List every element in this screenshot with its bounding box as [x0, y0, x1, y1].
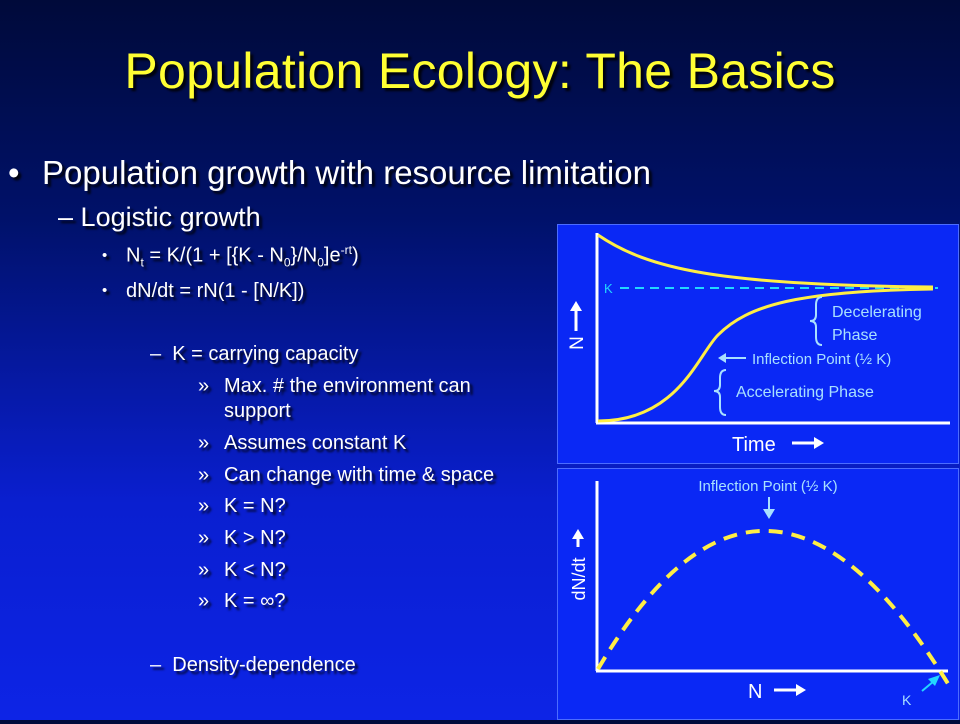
inflection-label: Inflection Point (½ K) [698, 478, 837, 495]
slide-title: Population Ecology: The Basics [124, 43, 836, 99]
bullet-dash: – [58, 202, 74, 232]
bullet-dot: • [102, 246, 108, 264]
x-axis-label: Time [732, 434, 776, 456]
sub-item-continuation: support [224, 400, 291, 423]
raquo-marker: » [198, 432, 210, 454]
sub-item-text: K < N? [224, 559, 286, 581]
bullet-level2: – Logistic growth [58, 202, 261, 233]
decelerating-label: Decelerating [832, 304, 922, 321]
sub-item-text: K = ∞? [224, 590, 286, 612]
rate-curve [596, 529, 952, 689]
eq-end: ) [351, 244, 359, 267]
raquo-marker: » [198, 527, 210, 549]
sub-item-text: support [224, 400, 291, 422]
eq-n: N [126, 244, 141, 267]
raquo-marker: » [198, 464, 210, 486]
eq-sub-0b: 0 [317, 255, 324, 270]
bullet-dot: • [102, 282, 108, 299]
equation-nt: • Nt = K/(1 + [{K - N0}/N0]e-rt) [102, 243, 359, 270]
bullet-level1-text: Population growth with resource limitati… [42, 154, 651, 191]
raquo-marker: » [198, 375, 210, 397]
x-arrow-icon [796, 684, 806, 696]
logistic-growth-figure: K N Time Decelerating Phase Inflection P… [557, 224, 959, 464]
phase-label: Phase [832, 327, 877, 344]
logistic-growth-svg: K N Time Decelerating Phase Inflection P… [567, 233, 950, 456]
raquo-marker: » [198, 590, 210, 612]
decline-curve [597, 233, 934, 289]
growth-curve [597, 287, 934, 423]
density-dependence: – Density-dependence [150, 654, 356, 677]
growth-rate-figure: Inflection Point (½ K) dN/dt N K [557, 468, 959, 720]
sub-item: » Max. # the environment can [198, 375, 471, 398]
density-dependence-text: Density-dependence [172, 654, 356, 676]
inflection-label: Inflection Point (½ K) [752, 351, 891, 368]
bullet-level1: • Population growth with resource limitat… [8, 154, 651, 192]
k-arrow-icon [928, 675, 940, 686]
y-arrow-icon [570, 301, 582, 311]
y-arrow-icon [572, 529, 584, 539]
raquo-marker: » [198, 495, 210, 517]
bullet-dot: • [8, 154, 20, 191]
y-axis-label-group: N [567, 336, 588, 350]
y-axis-label: dN/dt [569, 557, 589, 600]
sub-item-text: Can change with time & space [224, 464, 495, 486]
bullet-dash: – [150, 343, 162, 365]
bullet-dash: – [150, 654, 162, 676]
eq-e: ]e [323, 244, 341, 267]
accel-brace-icon [713, 369, 727, 416]
sub-item-text: Max. # the environment can [224, 375, 471, 397]
k-label: K [902, 692, 912, 708]
k-definition: – K = carrying capacity [150, 343, 358, 366]
sub-item-text: K = N? [224, 495, 286, 517]
y-axis-label-group: dN/dt [569, 557, 589, 600]
x-arrow-icon [814, 437, 824, 449]
raquo-marker: » [198, 559, 210, 581]
sub-item: » K > N? [198, 527, 286, 550]
sub-item: » Assumes constant K [198, 432, 406, 455]
sub-item: » K = N? [198, 495, 286, 518]
sub-item: » Can change with time & space [198, 464, 494, 487]
k-label: K [604, 281, 613, 296]
sub-item: » K = ∞? [198, 590, 286, 613]
inflection-arrow-icon [718, 353, 726, 363]
equation-dndt: • dN/dt = rN(1 - [N/K]) [102, 280, 304, 303]
decel-brace-icon [809, 296, 823, 346]
eq-sub-0: 0 [283, 255, 291, 270]
k-definition-text: K = carrying capacity [172, 343, 359, 365]
growth-rate-svg: Inflection Point (½ K) dN/dt N K [569, 478, 952, 708]
eq-sub-t: t [140, 255, 144, 270]
sub-item-text: K > N? [224, 527, 286, 549]
sub-item: » K < N? [198, 559, 286, 582]
accelerating-label: Accelerating Phase [736, 384, 874, 401]
sub-item-text: Assumes constant K [224, 432, 407, 454]
inflection-arrow-icon [763, 509, 775, 519]
bullet-level2-text: Logistic growth [80, 202, 261, 232]
eq-mid: = K/(1 + [{K - N [143, 244, 284, 267]
eq-exp: -rt [340, 243, 352, 257]
y-axis-label: N [567, 336, 588, 350]
x-axis-label: N [748, 681, 762, 703]
eq-close: }/N [290, 244, 318, 267]
equation-dndt-text: dN/dt = rN(1 - [N/K]) [126, 280, 305, 302]
